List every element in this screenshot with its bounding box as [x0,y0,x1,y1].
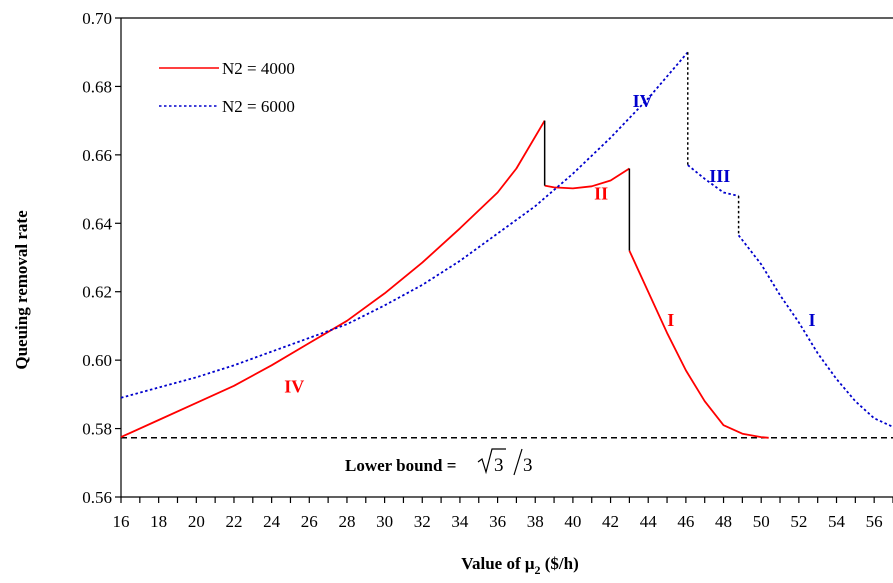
legend-label-n2-4000: N2 = 4000 [222,59,295,78]
svg-text:3: 3 [494,455,504,476]
x-tick-label: 28 [338,512,355,531]
x-tick-label: 52 [790,512,807,531]
x-tick-label: 22 [225,512,242,531]
region-label-iii: III [709,166,730,186]
y-tick-label: 0.64 [82,214,112,233]
y-tick-label: 0.68 [82,77,112,96]
series-line-n2-6000-region-i [737,234,893,428]
x-tick-label: 50 [753,512,770,531]
x-axis-title: Value of μ2 ($/h) [461,554,579,577]
x-tick-label: 20 [188,512,205,531]
y-axis-title: Queuing removal rate [12,210,31,370]
series-layer [120,51,893,439]
x-tick-label: 46 [677,512,694,531]
x-tick-label: 44 [640,512,658,531]
x-tick-label: 42 [602,512,619,531]
x-tick-label: 30 [376,512,393,531]
y-tick-label: 0.70 [82,9,112,28]
x-tick-label: 18 [150,512,167,531]
x-tick-label: 36 [489,512,506,531]
x-tick-label: 34 [451,512,469,531]
series-line-n2-4000-region-iv [120,120,546,438]
y-tick-label: 0.66 [82,146,112,165]
axes: 0.56 0.58 0.60 0.62 0.64 0.66 0.68 0.70 16 18 20 22… [82,9,893,531]
y-tick-label: 0.58 [82,420,112,439]
x-tick-label: 48 [715,512,732,531]
region-label-iv: IV [284,377,304,397]
y-tick-label: 0.56 [82,488,112,507]
x-tick-label: 24 [263,512,281,531]
svg-text:Lower bound =: Lower bound = [345,456,456,475]
x-tick-label: 26 [301,512,318,531]
series-line-n2-6000-region-iii [687,164,739,197]
fraction-slash [513,448,523,476]
x-tick-label: 54 [828,512,846,531]
x-tick-label: 40 [564,512,581,531]
sqrt-sign [477,448,506,475]
x-tick-label: 56 [866,512,883,531]
region-label-i: I [667,310,674,330]
region-label-iv: IV [633,91,653,111]
legend: N2 = 4000 N2 = 6000 [159,59,295,116]
x-tick-label: 38 [527,512,544,531]
y-tick-label: 0.62 [82,283,112,302]
series-line-n2-4000-region-i [628,250,769,439]
x-tick-label: 32 [414,512,431,531]
y-tick-label: 0.60 [82,351,112,370]
svg-text:3: 3 [523,455,533,476]
legend-label-n2-6000: N2 = 6000 [222,97,295,116]
region-label-ii: II [594,183,608,203]
region-label-i: I [809,310,816,330]
series-line-n2-4000-region-ii [544,167,630,190]
svg-text:Queuing removal rate: Queuing removal rate [12,210,31,370]
series-line-n2-6000-region-iv [120,51,689,399]
x-tick-label: 16 [113,512,130,531]
svg-text:Value of μ2 ($/h): Value of μ2 ($/h) [461,554,579,577]
lower-bound-label: Lower bound = 3 3 [345,448,533,476]
